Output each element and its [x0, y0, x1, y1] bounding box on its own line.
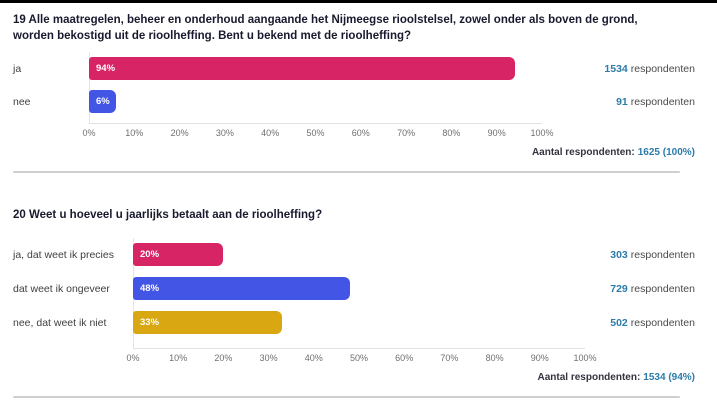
bar-category-label: dat weet ik ongeveer: [13, 282, 110, 295]
bar-value-label: 6%: [96, 96, 110, 108]
x-axis-tick: 30%: [215, 128, 234, 139]
bar-chart: ja 94% 1534 respondenten nee 6% 91 respondenten…: [13, 52, 695, 140]
respondent-value: 303: [610, 248, 628, 261]
respondent-word: respondenten: [630, 316, 695, 329]
top-bar: [0, 0, 717, 3]
bar-plot-area: 33%: [133, 311, 585, 335]
bar-category-label: nee: [13, 95, 31, 108]
total-respondents: Aantal respondenten: 1534 (94%): [13, 372, 696, 384]
section-divider: [13, 171, 680, 174]
bar-plot-area: 48%: [133, 277, 585, 301]
y-axis-line: [89, 52, 90, 125]
x-axis-tick: 60%: [351, 128, 370, 139]
bar: 6%: [89, 90, 117, 114]
x-axis-tick: 20%: [170, 128, 189, 139]
survey-report-page: 19 Alle maatregelen, beheer en onderhoud…: [0, 12, 717, 399]
x-axis-tick: 40%: [261, 128, 280, 139]
respondent-count: 729 respondenten: [585, 283, 695, 295]
bar-plot-area: 94%: [89, 57, 542, 81]
bar-value-label: 48%: [140, 283, 160, 295]
x-axis-tick: 10%: [125, 128, 144, 139]
bar-category-label: ja: [13, 62, 22, 75]
bar-row: nee, dat weet ik niet 33% 502 respondenten: [13, 311, 695, 335]
x-axis: 0% 10% 20% 30% 40% 50% 60% 70% 80% 90% 100%: [126, 348, 597, 365]
total-respondents-value: 1625 (100%): [637, 147, 695, 159]
total-respondents-label: Aantal respondenten:: [531, 147, 635, 159]
x-axis-tick: 20%: [214, 353, 233, 364]
x-axis-tick: 0%: [126, 353, 140, 364]
total-respondents-label: Aantal respondenten:: [537, 372, 641, 384]
bar-value-label: 94%: [96, 63, 116, 75]
x-axis-tick: 40%: [304, 353, 323, 364]
total-respondents: Aantal respondenten: 1625 (100%): [13, 147, 695, 158]
bar-plot-area: 6%: [89, 90, 542, 114]
x-axis-tick: 80%: [442, 128, 461, 139]
x-axis-tick: 50%: [306, 128, 325, 139]
section-divider: [13, 396, 680, 399]
question-title: 19 Alle maatregelen, beheer en onderhoud…: [13, 14, 638, 43]
bar-plot-area: 20%: [133, 243, 585, 267]
x-axis-tick: 80%: [485, 353, 504, 364]
respondent-count: 502 respondenten: [585, 317, 695, 329]
question-section: 20 Weet u hoeveel u jaarlijks betaalt aa…: [13, 207, 696, 399]
bar-row: ja 94% 1534 respondenten: [13, 57, 695, 81]
respondent-count: 303 respondenten: [585, 249, 695, 261]
respondent-word: respondenten: [630, 95, 695, 108]
bar: 48%: [133, 277, 350, 301]
x-axis-tick: 70%: [397, 128, 416, 139]
question-title: 20 Weet u hoeveel u jaarlijks betaalt aa…: [13, 209, 323, 222]
respondent-value: 502: [610, 316, 628, 329]
question-section: 19 Alle maatregelen, beheer en onderhoud…: [13, 12, 695, 174]
bar: 33%: [133, 311, 283, 335]
x-axis-tick: 10%: [169, 353, 188, 364]
bar-row: dat weet ik ongeveer 48% 729 respondenten: [13, 277, 695, 301]
respondent-word: respondenten: [630, 62, 695, 75]
respondent-word: respondenten: [630, 282, 695, 295]
x-axis-tick: 100%: [573, 353, 597, 364]
bar: 94%: [89, 57, 515, 81]
bar-category-label: ja, dat weet ik precies: [13, 248, 114, 261]
respondent-count: 1534 respondenten: [542, 63, 695, 75]
bar-chart: ja, dat weet ik precies 20% 303 respondente…: [13, 238, 695, 365]
bar-value-label: 33%: [140, 317, 160, 329]
respondent-word: respondenten: [630, 248, 695, 261]
bar-row: nee 6% 91 respondenten: [13, 90, 695, 114]
bar-value-label: 20%: [140, 249, 160, 261]
respondent-count: 91 respondenten: [542, 96, 695, 108]
respondent-value: 729: [610, 282, 628, 295]
total-respondents-value: 1534 (94%): [643, 372, 695, 384]
x-axis-tick: 60%: [395, 353, 414, 364]
x-axis-tick: 90%: [487, 128, 506, 139]
x-axis-tick: 30%: [259, 353, 278, 364]
bar-row: ja, dat weet ik precies 20% 303 respondente…: [13, 243, 695, 267]
x-axis-tick: 100%: [530, 128, 554, 139]
x-axis-tick: 0%: [82, 128, 96, 139]
x-axis-tick: 70%: [440, 353, 459, 364]
charts-root: 19 Alle maatregelen, beheer en onderhoud…: [13, 12, 696, 399]
bar-category-label: nee, dat weet ik niet: [13, 316, 107, 329]
respondent-value: 91: [616, 95, 628, 108]
x-axis-tick: 90%: [530, 353, 549, 364]
x-axis-tick: 50%: [349, 353, 369, 364]
x-axis: 0% 10% 20% 30% 40% 50% 60% 70% 80% 90% 100%: [82, 123, 554, 140]
bar: 20%: [133, 243, 224, 267]
respondent-value: 1534: [604, 62, 628, 75]
